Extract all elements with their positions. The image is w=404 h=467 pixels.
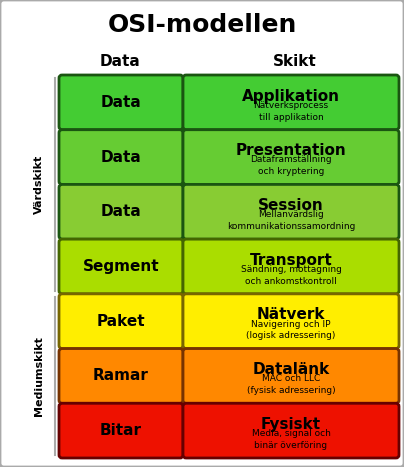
FancyBboxPatch shape: [183, 239, 399, 294]
Text: Nätverksprocess
till applikation: Nätverksprocess till applikation: [253, 101, 328, 121]
Text: Datalänk: Datalänk: [252, 362, 330, 377]
FancyBboxPatch shape: [183, 130, 399, 184]
FancyBboxPatch shape: [183, 403, 399, 458]
Text: Nätverk: Nätverk: [257, 307, 325, 322]
FancyBboxPatch shape: [59, 239, 183, 294]
Text: Data: Data: [101, 95, 141, 110]
FancyBboxPatch shape: [183, 348, 399, 403]
Text: Media, signal och
binär överföring: Media, signal och binär överföring: [252, 429, 330, 450]
FancyBboxPatch shape: [59, 294, 183, 348]
FancyBboxPatch shape: [183, 184, 399, 239]
Text: Session: Session: [258, 198, 324, 213]
FancyBboxPatch shape: [59, 75, 183, 130]
Text: Ramar: Ramar: [93, 368, 149, 383]
Text: Applikation: Applikation: [242, 89, 340, 104]
FancyBboxPatch shape: [59, 403, 183, 458]
FancyBboxPatch shape: [59, 130, 183, 184]
Text: Dataframställning
och kryptering: Dataframställning och kryptering: [250, 156, 332, 176]
Text: MAC och LLC
(fysisk adressering): MAC och LLC (fysisk adressering): [247, 374, 335, 395]
Text: Navigering och IP
(logisk adressering): Navigering och IP (logisk adressering): [246, 319, 336, 340]
Text: Värdskikt: Värdskikt: [34, 155, 44, 214]
Text: Skikt: Skikt: [273, 55, 317, 70]
FancyBboxPatch shape: [59, 348, 183, 403]
FancyBboxPatch shape: [59, 184, 183, 239]
Text: Data: Data: [100, 55, 140, 70]
FancyBboxPatch shape: [183, 75, 399, 130]
Text: Fysiskt: Fysiskt: [261, 417, 321, 432]
Text: OSI-modellen: OSI-modellen: [107, 13, 297, 37]
FancyBboxPatch shape: [183, 294, 399, 348]
Text: Bitar: Bitar: [100, 423, 142, 438]
Text: Mediumskikt: Mediumskikt: [34, 336, 44, 416]
Text: Transport: Transport: [250, 253, 332, 268]
Text: Sändning, mottagning
och ankomstkontroll: Sändning, mottagning och ankomstkontroll: [240, 265, 341, 286]
Text: Mellanvärdslig
kommunikationssamordning: Mellanvärdslig kommunikationssamordning: [227, 210, 355, 231]
Text: Presentation: Presentation: [236, 143, 346, 158]
Text: Data: Data: [101, 149, 141, 164]
Text: Paket: Paket: [97, 314, 145, 329]
Text: Data: Data: [101, 204, 141, 219]
Text: Segment: Segment: [83, 259, 159, 274]
